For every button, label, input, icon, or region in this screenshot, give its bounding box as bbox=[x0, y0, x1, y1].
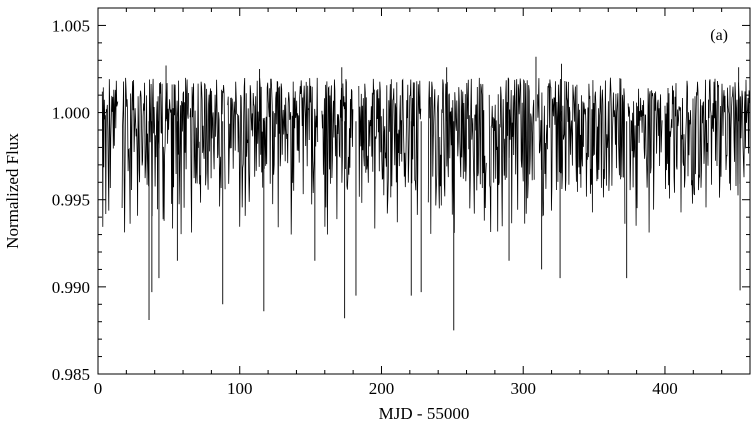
flux-segment bbox=[321, 79, 354, 235]
y-tick-label: 1.005 bbox=[52, 16, 90, 35]
flux-segment bbox=[627, 88, 663, 233]
x-tick-label: 100 bbox=[227, 379, 253, 398]
x-tick-label: 400 bbox=[652, 379, 678, 398]
axis-ticks bbox=[97, 7, 751, 375]
x-tick-label: 200 bbox=[369, 379, 395, 398]
plot-frame bbox=[97, 7, 751, 375]
flux-segment bbox=[101, 79, 119, 227]
flux-segment bbox=[664, 78, 751, 213]
flux-segment bbox=[537, 77, 626, 224]
flux-segment bbox=[227, 77, 319, 235]
x-axis-label: MJD - 55000 bbox=[379, 404, 470, 423]
y-tick-label: 0.985 bbox=[52, 365, 90, 384]
flux-segment bbox=[488, 77, 535, 233]
flux-series bbox=[101, 56, 751, 331]
tick-labels: 0 100 200 300 400 0.985 0.990 0.995 1.000 1.005 bbox=[52, 16, 678, 398]
y-axis-label: Normalized Flux bbox=[3, 133, 22, 249]
y-tick-label: 1.000 bbox=[52, 104, 90, 123]
x-tick-label: 0 bbox=[94, 379, 103, 398]
x-tick-label: 300 bbox=[510, 379, 536, 398]
flux-segment bbox=[189, 79, 226, 233]
flux-segment bbox=[121, 77, 189, 235]
y-tick-label: 0.990 bbox=[52, 278, 90, 297]
flux-segment bbox=[358, 78, 422, 229]
panel-label: (a) bbox=[710, 27, 728, 44]
flux-segment bbox=[427, 77, 487, 234]
y-tick-label: 0.995 bbox=[52, 191, 90, 210]
